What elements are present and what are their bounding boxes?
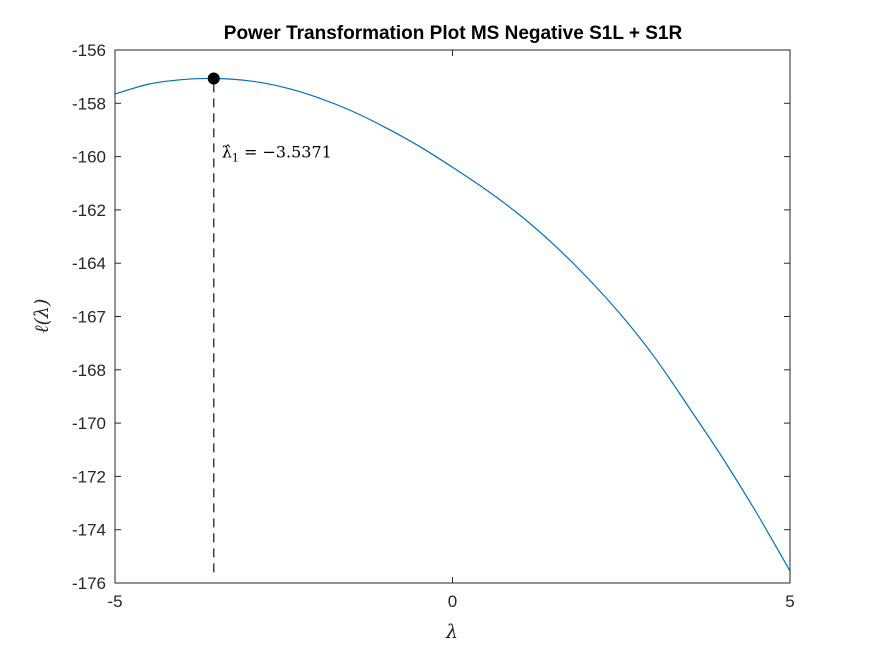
series-line-loglikelihood (114, 77, 791, 572)
y-tick-label: -156 (72, 41, 106, 60)
lambda-hat-value: = −3.5371 (239, 142, 332, 161)
maximum-point-marker (207, 72, 220, 85)
y-axis-label: ℓ(λ) (31, 299, 53, 334)
y-tick-label: -174 (72, 521, 106, 540)
axes-box (114, 49, 791, 584)
y-tick-label: -176 (72, 574, 106, 593)
y-tick-label: -170 (72, 414, 106, 433)
y-tick-label: -162 (72, 201, 106, 220)
lambda-hat-symbol: λ̂ (222, 142, 232, 161)
chart-title: Power Transformation Plot MS Negative S1… (224, 23, 683, 44)
y-axis-ticks: -176 -174 -172 -170 -168 -167 -164 -162 -160 -158… (72, 41, 790, 593)
x-axis-label: λ (445, 621, 458, 643)
y-tick-label: -160 (72, 148, 106, 167)
x-tick-label: -5 (107, 592, 122, 611)
y-tick-label: -168 (72, 361, 106, 380)
y-tick-label: -167 (72, 308, 106, 327)
y-tick-label: -164 (72, 254, 106, 273)
x-tick-label: 5 (785, 592, 794, 611)
lambda-hat-annotation: λ̂1 = −3.5371 (222, 142, 332, 164)
x-tick-label: 0 (448, 592, 457, 611)
lambda-hat-subscript: 1 (232, 151, 239, 164)
y-tick-label: -158 (72, 94, 106, 113)
y-tick-label: -172 (72, 467, 106, 486)
plot-area (115, 50, 790, 583)
